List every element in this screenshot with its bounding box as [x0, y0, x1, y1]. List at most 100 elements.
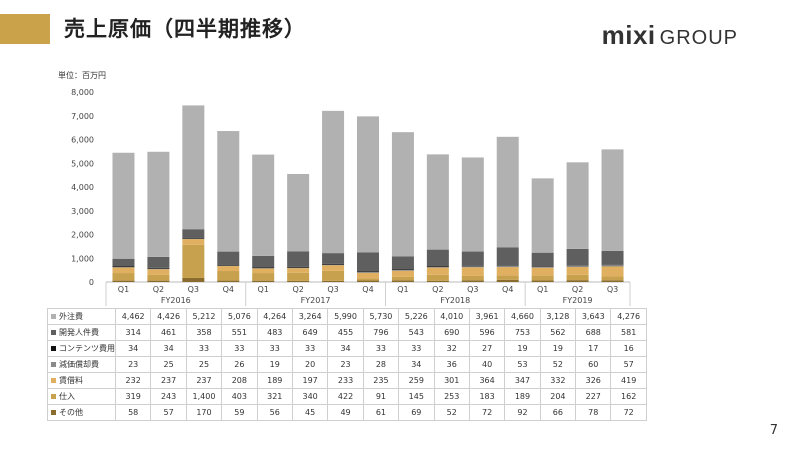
bar-segment: [496, 247, 519, 266]
table-cell: 237: [185, 372, 223, 389]
table-cell: 56: [256, 404, 293, 421]
table-cell: 92: [504, 404, 541, 421]
x-tick-label: Q2: [153, 285, 164, 294]
row-label: 開発人件費: [47, 324, 116, 341]
table-cell: 455: [327, 324, 364, 341]
table-cell: 3,961: [468, 308, 506, 325]
bar-segment: [322, 253, 345, 264]
bar-segment: [601, 276, 624, 281]
table-cell: 45: [291, 404, 329, 421]
bar-segment: [391, 280, 414, 282]
bar-segment: [566, 280, 589, 282]
row-label: コンテンツ費用: [47, 340, 116, 357]
table-cell: 26: [221, 356, 258, 373]
table-cell: 562: [539, 324, 577, 341]
table-cell: 1,400: [185, 388, 223, 405]
table-cell: 23: [327, 356, 364, 373]
table-cell: 253: [433, 388, 470, 405]
bar-segment: [426, 280, 449, 282]
fiscal-year-label: FY2017: [301, 296, 331, 305]
table-cell: 33: [362, 340, 400, 357]
table-cell: 4,462: [114, 308, 152, 325]
table-cell: 237: [150, 372, 187, 389]
bar-segment: [112, 267, 135, 274]
table-cell: 20: [291, 356, 329, 373]
legend-label: 賃借料: [59, 376, 83, 385]
bar-segment: [357, 272, 379, 279]
x-tick-label: Q1: [537, 285, 548, 294]
legend-swatch: [51, 314, 56, 319]
table-cell: 33: [221, 340, 258, 357]
bar-segment: [287, 272, 310, 281]
logo-main: mixi: [601, 20, 656, 50]
table-cell: 321: [256, 388, 293, 405]
table-cell: 688: [575, 324, 612, 341]
bar-segment: [112, 258, 135, 267]
table-cell: 319: [114, 388, 152, 405]
table-cell: 235: [362, 372, 400, 389]
legend-label: その他: [59, 408, 83, 417]
table-cell: 40: [468, 356, 506, 373]
row-label: 賃借料: [47, 372, 116, 389]
bar-segment: [287, 280, 310, 282]
table-row: その他 58 57 170 59 56 45 49 61 69 52 72 92 66 78 72: [47, 404, 647, 421]
table-cell: 69: [398, 404, 435, 421]
legend-swatch: [51, 378, 56, 383]
table-cell: 596: [468, 324, 506, 341]
bar-segment: [217, 265, 240, 267]
bar-segment: [566, 265, 589, 268]
bar-segment: [252, 273, 275, 281]
bar-segment: [147, 256, 170, 268]
y-tick-label: 8,000: [71, 88, 94, 97]
bar-segment: [531, 280, 554, 282]
table-cell: 461: [150, 324, 187, 341]
table-cell: 3,643: [575, 308, 612, 325]
table-cell: 551: [221, 324, 258, 341]
bar-segment: [322, 264, 345, 266]
bar-segment: [252, 268, 275, 274]
bar-segment: [426, 265, 449, 267]
data-table: 外注費 4,462 4,426 5,212 5,076 4,264 3,264 5,990 5,…: [47, 308, 647, 421]
legend-swatch: [51, 362, 56, 367]
legend-swatch: [51, 410, 56, 415]
bar-segment: [566, 162, 589, 249]
table-row: コンテンツ費用 34 34 33 33 33 33 34 33 33 32 27 19 19 17 16: [47, 340, 647, 357]
x-tick-label: Q1: [258, 285, 269, 294]
bar-segment: [322, 265, 345, 271]
bar-segment: [182, 237, 205, 239]
bar-segment: [426, 266, 449, 268]
table-cell: 581: [610, 324, 647, 341]
row-label: その他: [47, 404, 116, 421]
table-cell: 3,128: [539, 308, 577, 325]
bar-segment: [357, 271, 379, 273]
legend-label: 開発人件費: [59, 328, 99, 337]
table-cell: 5,076: [221, 308, 258, 325]
table-row: 賃借料 232 237 237 208 189 197 233 235 259 301 364 347 3…: [47, 372, 647, 389]
table-cell: 19: [504, 340, 541, 357]
table-cell: 4,010: [433, 308, 470, 325]
table-cell: 189: [504, 388, 541, 405]
bar-segment: [217, 280, 240, 282]
table-cell: 422: [327, 388, 364, 405]
bar-segment: [391, 269, 414, 270]
page-title: 売上原価（四半期推移）: [64, 17, 306, 41]
table-cell: 19: [256, 356, 293, 373]
bar-segment: [182, 105, 205, 230]
table-cell: 259: [398, 372, 435, 389]
x-tick-label: Q3: [467, 285, 478, 294]
unit-label: 単位：百万円: [58, 71, 106, 80]
table-cell: 61: [362, 404, 400, 421]
bar-segment: [531, 275, 554, 281]
bar-segment: [182, 277, 205, 282]
bar-segment: [496, 267, 519, 276]
table-cell: 16: [610, 340, 647, 357]
y-tick-label: 0: [89, 278, 94, 287]
bar-segment: [252, 280, 275, 282]
bar-segment: [531, 252, 554, 267]
page-number: 7: [769, 423, 778, 438]
table-cell: 3,264: [291, 308, 329, 325]
table-cell: 483: [256, 324, 293, 341]
fiscal-year-label: FY2019: [563, 296, 593, 305]
x-tick-label: Q2: [572, 285, 583, 294]
table-cell: 57: [610, 356, 647, 373]
